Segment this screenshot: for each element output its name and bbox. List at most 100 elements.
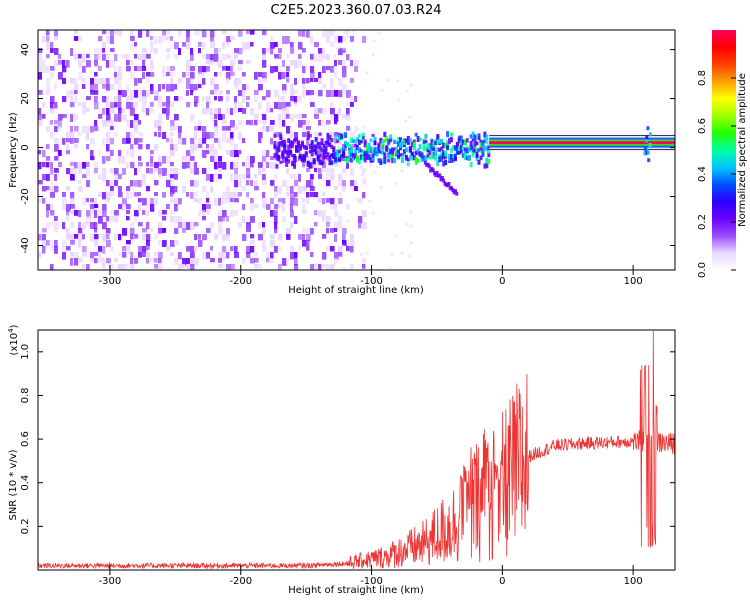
heatmap-cell: [432, 147, 436, 152]
heatmap-cell: [357, 147, 361, 154]
heatmap-cell: [82, 108, 86, 115]
heatmap-cell: [62, 252, 67, 260]
snr-x-tick-label: 100: [624, 576, 643, 587]
heatmap-cell: [442, 160, 446, 167]
heatmap-cell: [170, 36, 174, 41]
heatmap-cell: [404, 119, 408, 123]
heatmap-cell: [293, 164, 297, 169]
spectrogram-y-tick-label: 40: [20, 43, 31, 56]
heatmap-cell: [226, 228, 230, 236]
heatmap-cell: [102, 138, 106, 146]
heatmap-cell: [373, 150, 377, 156]
heatmap-cell: [302, 78, 306, 84]
heatmap-cell: [424, 133, 428, 139]
heatmap-cell: [286, 186, 290, 192]
heatmap-cell: [122, 114, 127, 122]
heatmap-cell: [54, 48, 59, 55]
heatmap-cell: [365, 153, 369, 159]
heatmap-cell: [178, 96, 183, 101]
heatmap-cell: [210, 156, 215, 163]
heatmap-cell: [242, 174, 246, 179]
heatmap-cell: [310, 186, 315, 192]
heatmap-cell: [154, 264, 159, 269]
heatmap-cell: [106, 240, 111, 248]
heatmap-cell: [485, 134, 489, 140]
heatmap-cell: [302, 84, 306, 89]
heatmap-cell: [142, 198, 147, 206]
heatmap-cell: [50, 210, 55, 216]
heatmap-cell: [94, 204, 99, 209]
heatmap-cell: [186, 78, 191, 85]
heatmap-cell: [326, 138, 330, 142]
heatmap-cell: [170, 66, 175, 71]
heatmap-cell: [306, 180, 311, 188]
heatmap-cell: [273, 134, 277, 138]
heatmap-cell: [298, 150, 303, 157]
heatmap-cell: [357, 139, 361, 146]
heatmap-cell: [46, 174, 50, 181]
heatmap-cell: [306, 126, 311, 131]
heatmap-cell: [114, 174, 119, 180]
heatmap-cell: [90, 222, 95, 229]
heatmap-cell: [286, 192, 290, 197]
heatmap-cell: [166, 174, 171, 181]
heatmap-cell: [338, 135, 342, 141]
heatmap-cell: [282, 72, 286, 79]
heatmap-cell: [258, 138, 262, 144]
heatmap-cell: [230, 192, 235, 200]
heatmap-cell: [262, 126, 266, 132]
heatmap-cell: [118, 66, 122, 73]
heatmap-cell: [222, 30, 227, 35]
heatmap-cell: [94, 198, 98, 205]
heatmap-cell: [348, 142, 352, 146]
heatmap-cell: [455, 191, 459, 196]
heatmap-cell: [126, 132, 131, 139]
heatmap-cell: [54, 36, 58, 41]
heatmap-cell: [290, 210, 294, 218]
heatmap-cell: [194, 222, 199, 227]
heatmap-cell: [318, 72, 322, 79]
heatmap-cell: [218, 72, 223, 77]
heatmap-cell: [62, 78, 67, 85]
heatmap-cell: [365, 144, 369, 151]
heatmap-cell: [422, 141, 426, 148]
heatmap-cell: [218, 96, 223, 102]
heatmap-cell: [38, 90, 43, 95]
heatmap-cell: [162, 156, 167, 164]
heatmap-cell: [350, 168, 355, 176]
heatmap-cell: [74, 258, 79, 266]
heatmap-cell: [118, 108, 122, 114]
heatmap-cell: [214, 96, 218, 101]
heatmap-cell: [134, 180, 139, 187]
heatmap-cell: [322, 252, 327, 260]
heatmap-cell: [138, 120, 142, 125]
colorbar-ticks: 0.00.20.40.60.8: [697, 70, 736, 278]
heatmap-cell: [130, 102, 134, 110]
heatmap-cell: [281, 141, 285, 148]
heatmap-cell: [270, 210, 274, 217]
heatmap-cell: [170, 138, 174, 144]
heatmap-cell: [342, 228, 347, 235]
heatmap-cell: [102, 96, 107, 103]
heatmap-cell: [330, 228, 335, 233]
heatmap-cell: [418, 152, 422, 156]
heatmap-cell: [298, 146, 302, 151]
heatmap-cell: [385, 78, 389, 82]
heatmap-cell: [409, 210, 413, 214]
heatmap-cell: [254, 264, 259, 269]
heatmap-cell: [332, 146, 336, 151]
heatmap-cell: [110, 180, 114, 187]
heatmap-cell: [154, 168, 159, 173]
heatmap-cell: [318, 138, 322, 144]
heatmap-cell: [302, 132, 307, 138]
heatmap-cell: [306, 246, 310, 251]
heatmap-cell: [194, 96, 199, 104]
heatmap-cell: [150, 42, 154, 48]
heatmap-cell: [54, 216, 58, 222]
heatmap-cell: [226, 150, 231, 155]
heatmap-cell: [106, 216, 110, 222]
heatmap-cell: [290, 222, 294, 229]
heatmap-cell: [324, 148, 328, 154]
heatmap-cell: [469, 161, 473, 168]
heatmap-cell: [290, 96, 295, 102]
